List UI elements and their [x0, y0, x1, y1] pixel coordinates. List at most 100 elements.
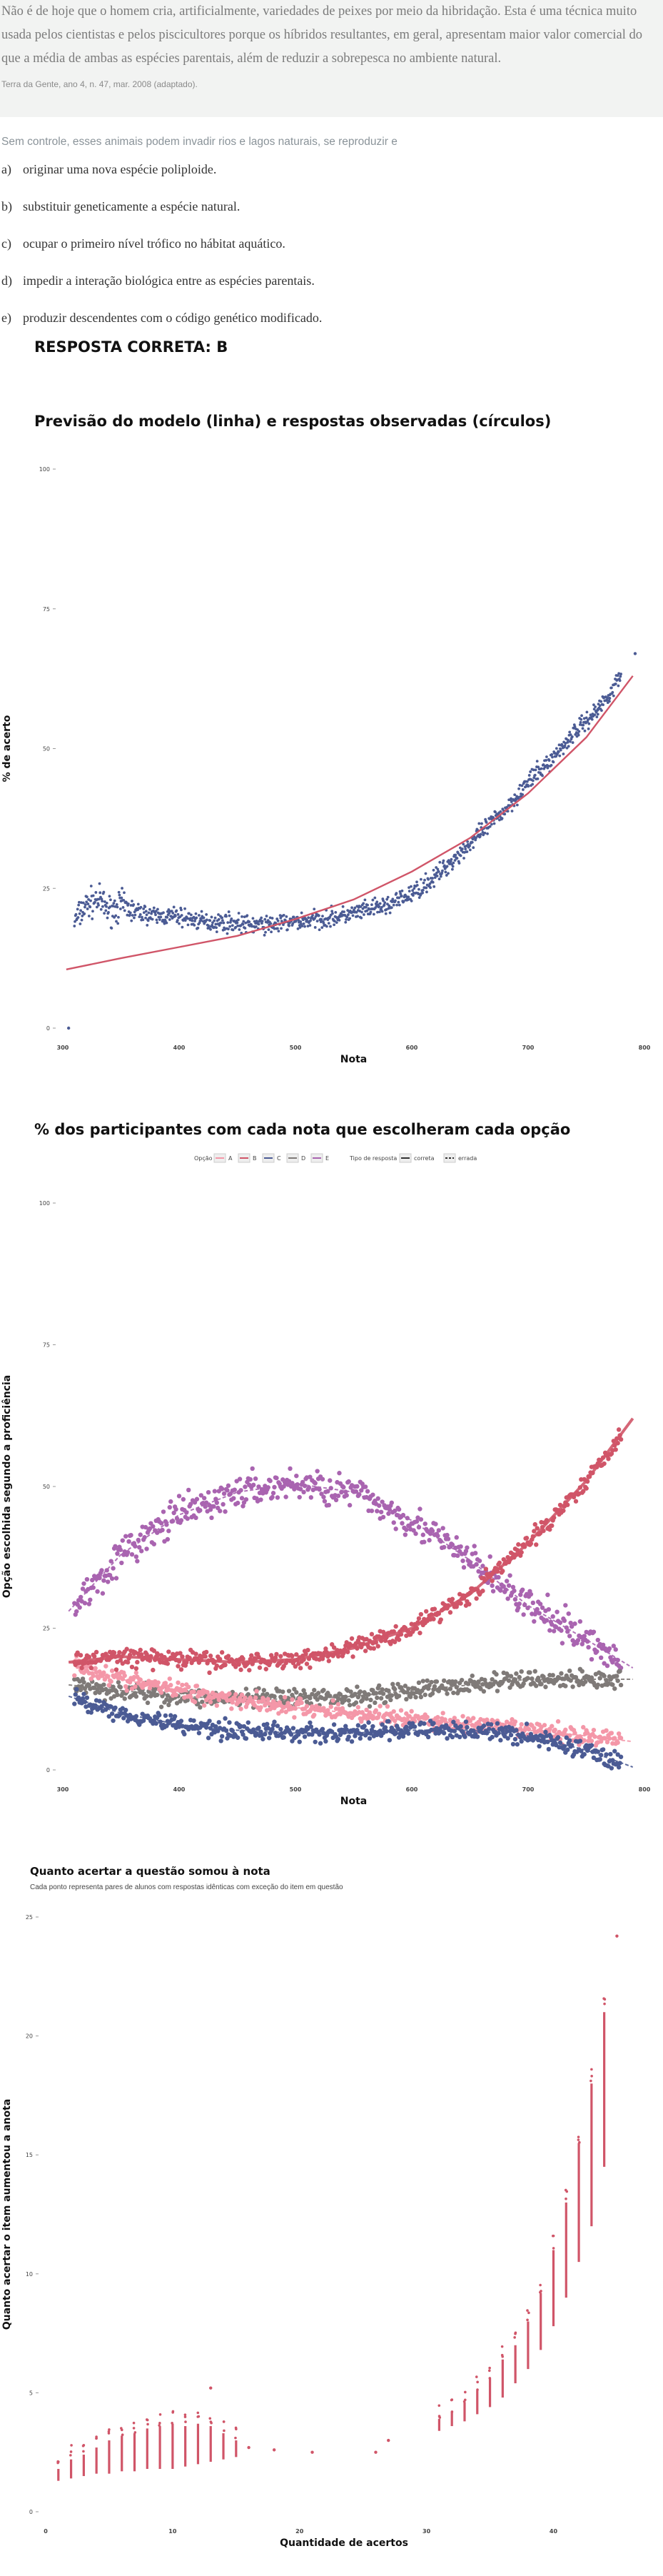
- chart3-point: [450, 2410, 454, 2413]
- chart1-point: [317, 914, 320, 917]
- chart2-point: [490, 1578, 495, 1584]
- chart2-point: [243, 1736, 249, 1741]
- chart1-point: [582, 717, 586, 720]
- chart2-point: [393, 1718, 398, 1724]
- chart1-point: [85, 900, 88, 904]
- chart2-point: [119, 1560, 124, 1566]
- chart2-point: [135, 1559, 140, 1564]
- chart3-point: [82, 2450, 85, 2453]
- chart2-point: [438, 1539, 443, 1544]
- chart2-point: [109, 1668, 115, 1674]
- chart1-point: [369, 910, 373, 914]
- chart2-point: [613, 1647, 618, 1652]
- chart1-point: [294, 920, 298, 923]
- chart2-point: [507, 1573, 512, 1578]
- chart2-point: [366, 1720, 371, 1725]
- chart2-point: [93, 1703, 98, 1709]
- chart1-point: [492, 822, 496, 825]
- chart1-point: [263, 933, 266, 937]
- chart2-point: [239, 1692, 245, 1698]
- chart1-point: [573, 725, 577, 728]
- chart2-point: [416, 1616, 422, 1621]
- chart1-point: [459, 854, 462, 857]
- chart2-point: [344, 1493, 349, 1498]
- chart2-point: [208, 1699, 213, 1705]
- chart2-point: [510, 1717, 515, 1722]
- chart2-point: [450, 1542, 455, 1547]
- chart2-point: [270, 1491, 276, 1496]
- chart1-point: [329, 925, 332, 928]
- chart2-series-E: [72, 1466, 624, 1673]
- chart2-point: [219, 1650, 225, 1655]
- chart2-point: [158, 1704, 164, 1709]
- chart1-point: [209, 927, 212, 931]
- chart2-point: [91, 1585, 96, 1590]
- chart2-point: [232, 1487, 237, 1492]
- chart1-point: [133, 916, 136, 920]
- chart2-point: [560, 1641, 565, 1646]
- chart1-point: [80, 918, 83, 922]
- chart1-point: [455, 857, 459, 860]
- chart1-point: [156, 907, 159, 911]
- chart1-point: [457, 862, 461, 865]
- chart2-point: [209, 1515, 214, 1521]
- option-c[interactable]: c) ocupar o primeiro nível trófico no háb…: [1, 236, 285, 251]
- option-b[interactable]: b) substituir geneticamente a espécie nat…: [1, 199, 241, 213]
- chart1-point: [307, 916, 310, 920]
- chart1-point: [534, 768, 537, 772]
- chart1-point: [86, 902, 90, 905]
- chart1-point: [550, 764, 553, 767]
- chart2-point: [537, 1744, 542, 1749]
- chart2-point: [86, 1601, 92, 1606]
- chart2-point: [186, 1684, 191, 1690]
- chart2-point: [532, 1521, 537, 1527]
- chart2-point: [308, 1720, 313, 1725]
- chart2-point: [338, 1711, 343, 1716]
- chart1-point: [242, 920, 246, 923]
- chart3-point: [437, 2415, 441, 2417]
- chart1-point: [303, 925, 306, 928]
- option-a[interactable]: a) originar uma nova espécie poliploide.: [1, 162, 217, 176]
- chart3-point: [95, 2437, 98, 2440]
- chart3-point: [69, 2454, 72, 2457]
- chart2-point: [123, 1534, 128, 1539]
- chart2-point: [566, 1611, 571, 1616]
- chart1-point: [244, 921, 248, 925]
- chart1-point: [202, 916, 206, 920]
- chart3-point: [197, 2415, 201, 2418]
- chart3-ytick-label: 15: [26, 2152, 33, 2158]
- chart3-point: [526, 2318, 529, 2322]
- chart1-point: [558, 754, 562, 758]
- chart2-point: [373, 1708, 378, 1713]
- chart2-point: [422, 1521, 427, 1526]
- chart1-point: [406, 898, 410, 902]
- chart2-point: [193, 1515, 198, 1521]
- chart2-point: [166, 1649, 171, 1654]
- option-e[interactable]: e) produzir descendentes com o código gen…: [1, 311, 323, 325]
- chart1-point: [358, 910, 361, 912]
- chart1-point: [417, 887, 420, 891]
- chart1-ytick-label: 100: [39, 466, 50, 473]
- chart3-ytick-label: 10: [26, 2271, 33, 2278]
- chart2-point: [151, 1667, 156, 1673]
- chart1-point: [313, 926, 317, 929]
- option-d[interactable]: d) impedir a interação biológica entre as…: [1, 273, 315, 288]
- chart1-point: [180, 914, 183, 917]
- chart2-point: [543, 1729, 548, 1735]
- chart1-point: [211, 923, 214, 927]
- chart2-point: [355, 1723, 361, 1728]
- chart1-point: [415, 880, 418, 884]
- chart2-point: [81, 1679, 86, 1685]
- chart1-xtick-label: 500: [290, 1045, 302, 1051]
- chart2-point: [186, 1487, 191, 1493]
- chart3-point: [272, 2448, 276, 2452]
- chart2-point: [573, 1675, 579, 1680]
- chart2-point: [129, 1551, 135, 1557]
- chart3-subtitle: Cada ponto representa pares de alunos co…: [30, 1883, 343, 1891]
- chart1-point: [331, 912, 334, 915]
- chart1-point: [162, 911, 165, 915]
- chart2-point: [256, 1725, 261, 1731]
- chart2-point: [256, 1484, 261, 1489]
- chart1-point: [267, 928, 270, 931]
- chart2-point: [404, 1724, 409, 1730]
